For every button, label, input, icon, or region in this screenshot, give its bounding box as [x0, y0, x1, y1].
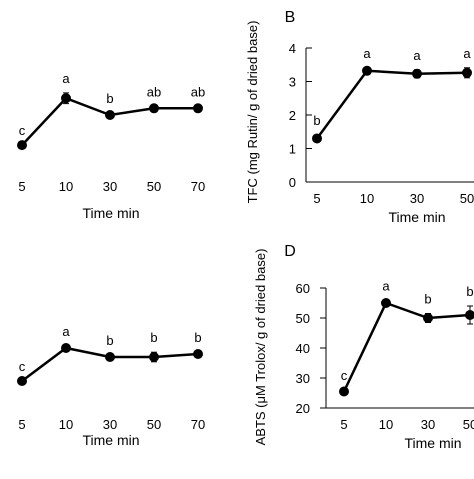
panel-c-significance-letter: c	[19, 359, 26, 374]
panel-d-data-point	[381, 298, 391, 308]
panel-d-y-tick-label: 50	[296, 311, 310, 326]
panel-d-significance-letter: c	[341, 368, 348, 383]
panel-b-x-tick-label: 50	[460, 191, 474, 206]
panel-b-y-tick-label: 4	[289, 41, 296, 56]
panel-d-label: D	[284, 243, 296, 260]
panel-c-x-tick-label: 50	[147, 417, 161, 432]
panel-d-y-tick-label: 20	[296, 401, 310, 416]
panel-a-significance-letter: a	[62, 71, 70, 86]
panel-c-data-point	[17, 376, 27, 386]
panel-b-y-tick-label: 1	[289, 142, 296, 157]
panel-b-x-tick-label: 5	[313, 191, 320, 206]
panel-d-data-point	[465, 310, 474, 320]
panel-d-series-line	[342, 301, 471, 393]
panel-d-x-tick-label: 5	[340, 417, 347, 432]
panel-d-x-tick-label: 30	[421, 417, 435, 432]
panel-d-y-tick-label: 60	[296, 281, 310, 296]
panel-b-significance-letter: b	[313, 113, 320, 128]
panel-b-significance-letter: a	[463, 46, 471, 61]
panel-c: Time min 5 10 30 50 70 c a b b b	[17, 324, 205, 448]
panel-a-data-point	[105, 110, 115, 120]
panel-b-data-point	[462, 67, 472, 78]
panel-d-x-tick-label: 50	[463, 417, 474, 432]
panel-a-significance-letter: c	[19, 123, 26, 138]
panel-c-data-point	[193, 349, 203, 359]
panel-b-data-point	[362, 65, 372, 76]
panel-c-significance-letter: b	[106, 333, 113, 348]
panel-b-data-point	[312, 133, 322, 144]
panel-d-significance-letter: a	[382, 279, 390, 294]
panel-b-data-point	[412, 68, 422, 79]
panel-a-data-point	[193, 103, 203, 114]
panel-c-x-tick-label: 70	[191, 417, 205, 432]
panel-d-significance-letter: b	[466, 284, 473, 299]
panel-d-y-tick-label: 40	[296, 341, 310, 356]
panel-b-y-tick-label: 0	[289, 175, 296, 190]
panel-a-x-tick-label: 50	[147, 179, 161, 194]
panel-d: D ABTS (μM Trolox/ g of dried base) Time…	[253, 243, 474, 451]
panel-a-significance-letter: ab	[147, 84, 161, 99]
panel-c-x-tick-label: 5	[18, 417, 25, 432]
panel-a-x-tick-label: 30	[103, 179, 117, 194]
panel-a-xlabel: Time min	[82, 205, 139, 221]
panel-c-x-tick-label: 30	[103, 417, 117, 432]
panel-d-xlabel: Time min	[404, 435, 461, 451]
panel-c-x-tick-label: 10	[59, 417, 73, 432]
panel-c-data-point	[105, 352, 115, 362]
panel-a-significance-letter: ab	[191, 84, 205, 99]
panel-c-data-point	[61, 343, 71, 353]
panel-d-y-tick-label: 30	[296, 371, 310, 386]
panel-d-significance-letter: b	[424, 292, 431, 307]
panel-b-y-tick-label: 3	[289, 75, 296, 90]
panel-b: B TFC (mg Rutin/ g of dried base) Time m…	[245, 9, 474, 225]
panel-c-significance-letter: b	[150, 330, 157, 345]
panel-b-y-tick-label: 2	[289, 108, 296, 123]
panel-b-label: B	[285, 9, 296, 26]
panel-b-series-line	[315, 69, 468, 140]
panel-a-data-point	[17, 140, 27, 151]
panel-a-significance-letter: b	[106, 91, 113, 106]
panel-a-x-tick-label: 70	[191, 179, 205, 194]
panel-b-significance-letter: a	[363, 46, 371, 61]
panel-b-x-tick-label: 30	[410, 191, 424, 206]
panel-a-data-point	[61, 93, 71, 104]
panel-b-xlabel: Time min	[388, 209, 445, 225]
panel-c-data-point	[149, 352, 159, 362]
panel-a-data-point	[149, 103, 159, 114]
panel-a-x-tick-label: 10	[59, 179, 73, 194]
panel-d-x-tick-label: 10	[379, 417, 393, 432]
panel-d-data-point	[339, 386, 349, 397]
panel-a-x-tick-label: 5	[18, 179, 25, 194]
panel-d-data-point	[423, 313, 433, 323]
panel-b-significance-letter: a	[413, 48, 421, 63]
panel-c-xlabel: Time min	[82, 432, 139, 448]
panel-b-x-tick-label: 10	[360, 191, 374, 206]
panel-c-significance-letter: a	[62, 324, 70, 339]
panel-c-significance-letter: b	[194, 330, 201, 345]
panel-d-ylabel: ABTS (μM Trolox/ g of dried base)	[253, 249, 268, 446]
panel-b-ylabel: TFC (mg Rutin/ g of dried base)	[245, 21, 260, 204]
